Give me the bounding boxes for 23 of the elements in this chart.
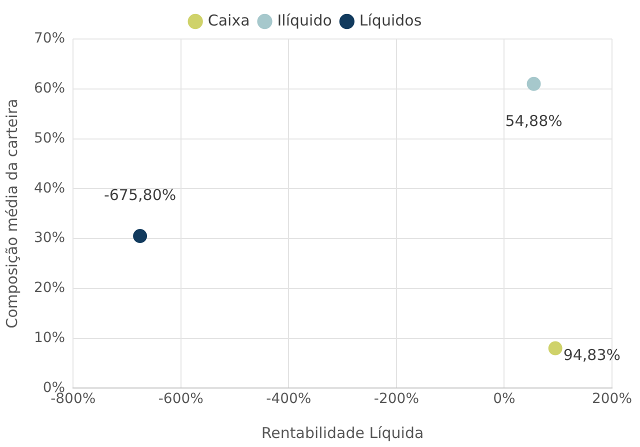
point [526,76,541,91]
y-tick-label: 30% [34,230,66,246]
y-tick-label: 50% [34,130,66,146]
x-tick-label: 0% [493,391,516,408]
legend-label: Ilíquido [277,11,332,30]
y-tick-label: 10% [34,330,66,346]
x-axis-title: Rentabilidade Líquida [261,424,424,442]
y-axis-title: Composição média da carteira [2,98,21,328]
annotation: -675,80% [104,186,176,204]
x-tick-label: -400% [266,391,312,408]
legend-label: Líquidos [359,11,422,30]
x-tick-label: 200% [592,391,632,408]
y-tick-label: 60% [34,80,66,97]
annotation: 54,88% [505,112,562,130]
y-tick-label: 20% [34,280,66,296]
y-tick-label: 40% [34,180,66,196]
x-tick-label: -200% [374,391,419,408]
y-tick-label: 70% [34,30,66,47]
point [548,341,562,356]
annotation: 94,83% [563,346,621,364]
legend-label: Caixa [208,11,250,30]
x-tick-label: -600% [158,391,204,408]
point [133,229,148,244]
